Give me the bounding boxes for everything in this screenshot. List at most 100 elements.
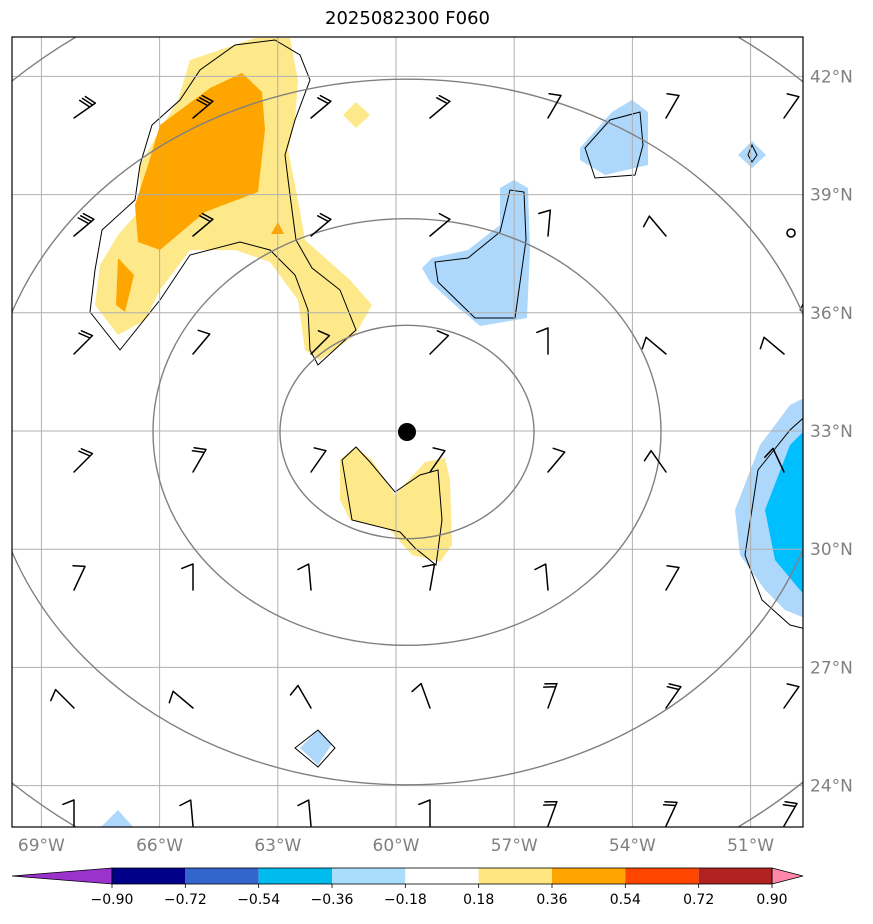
wind-barb: [783, 93, 800, 119]
longitude-label: 54°W: [609, 836, 656, 856]
colorbar-segment: [625, 868, 699, 884]
wind-barb: [72, 564, 86, 591]
latitude-label: 27°N: [810, 658, 853, 678]
wind-barb: [429, 330, 450, 355]
wind-barb: [192, 94, 214, 119]
latitude-label: 33°N: [810, 422, 853, 442]
colorbar-extend-low: [11, 867, 113, 885]
wind-barb: [73, 448, 94, 473]
longitude-label: 51°W: [727, 836, 774, 856]
map-frame: [11, 36, 804, 828]
wind-barb: [50, 688, 75, 709]
wind-barb: [418, 799, 431, 827]
wind-barb: [297, 799, 312, 827]
colorbar-tick-label: 0.72: [683, 892, 714, 908]
wind-barb: [310, 330, 331, 355]
range-ring: [12, 78, 803, 786]
latitude-labels: 42°N 39°N 36°N 33°N 30°N 27°N 24°N: [810, 67, 853, 796]
wind-barb: [547, 92, 562, 119]
wind-barb: [665, 564, 680, 591]
wind-barb: [192, 212, 214, 237]
colorbar-tick-label: 0.90: [756, 892, 787, 908]
colorbar-tick-label: 0.36: [536, 892, 567, 908]
longitude-labels: 69°W 66°W 63°W 60°W 57°W 54°W 51°W: [18, 836, 774, 856]
wind-barb: [641, 336, 667, 355]
negative-anomaly-mid: [765, 432, 803, 593]
wind-barb: [643, 449, 667, 473]
wind-barb: [642, 215, 667, 237]
wind-barb: [310, 212, 332, 237]
colorbar-tick-label: 0.54: [610, 892, 641, 908]
colorbar: [11, 867, 804, 885]
colorbar-segment: [258, 868, 332, 884]
colorbar-tick-label: −0.72: [164, 892, 207, 908]
wind-barb: [168, 690, 194, 709]
wind-barb: [782, 800, 798, 827]
longitude-label: 69°W: [18, 836, 65, 856]
storm-center-marker: [398, 423, 416, 441]
longitude-label: 57°W: [491, 836, 538, 856]
longitude-label: 66°W: [136, 836, 183, 856]
wind-barb: [62, 799, 75, 827]
colorbar-segment: [698, 868, 772, 884]
longitude-label: 63°W: [254, 836, 301, 856]
wind-barb: [759, 336, 785, 355]
colorbar-tick-labels: −0.90 −0.72 −0.54 −0.36 −0.18 0.18 0.36 0.54 0.7…: [91, 884, 788, 908]
wind-barb: [289, 684, 312, 709]
wind-barb: [422, 563, 436, 591]
wind-barb: [542, 682, 558, 709]
colorbar-tick-label: −0.54: [237, 892, 280, 908]
wind-barb: [191, 446, 207, 473]
wind-barb: [297, 563, 312, 591]
wind-barb: [179, 799, 194, 827]
colorbar-segment: [332, 868, 406, 884]
wind-barb: [73, 212, 95, 237]
wind-barb: [411, 682, 431, 709]
wind-barb: [547, 447, 566, 473]
latitude-label: 30°N: [810, 540, 853, 560]
colorbar-segment: [112, 868, 186, 884]
wind-barb: [73, 95, 97, 119]
map-title: 2025082300 F060: [325, 8, 490, 29]
wind-barbs: [50, 92, 800, 827]
positive-anomaly-light: [95, 38, 452, 562]
wind-barb: [783, 683, 800, 709]
wind-barb: [310, 447, 327, 473]
wind-barb: [542, 800, 558, 827]
wind-barb: [429, 212, 451, 237]
colorbar-tick-label: −0.18: [384, 892, 427, 908]
latitude-label: 36°N: [810, 304, 853, 324]
colorbar-tick-label: −0.90: [91, 892, 134, 908]
calm-wind-circle: [786, 228, 796, 238]
wind-barb: [764, 447, 785, 473]
wind-barb: [310, 94, 332, 119]
wind-barb: [538, 209, 552, 237]
wind-barb: [534, 563, 549, 591]
range-ring: [279, 324, 535, 540]
wind-barb: [73, 330, 94, 355]
latitude-label: 39°N: [810, 186, 853, 206]
colorbar-segment: [405, 868, 479, 884]
colorbar-segment: [478, 868, 552, 884]
range-ring: [152, 217, 662, 647]
wind-barb: [665, 92, 680, 119]
colorbar-tick-label: 0.18: [463, 892, 494, 908]
colorbar-segment: [552, 868, 626, 884]
wind-barb: [181, 563, 194, 591]
longitude-label: 60°W: [373, 836, 420, 856]
latitude-label: 24°N: [810, 777, 853, 797]
wind-barb: [429, 94, 451, 119]
wind-barb: [192, 329, 211, 355]
wind-barb: [662, 800, 678, 827]
wind-barb: [536, 327, 549, 355]
colorbar-tick-label: −0.36: [311, 892, 354, 908]
wind-barb: [429, 447, 446, 473]
latitude-label: 42°N: [810, 67, 853, 87]
wind-barb: [665, 683, 682, 709]
colorbar-frame: [111, 867, 773, 885]
colorbar-extend-high: [771, 867, 804, 885]
